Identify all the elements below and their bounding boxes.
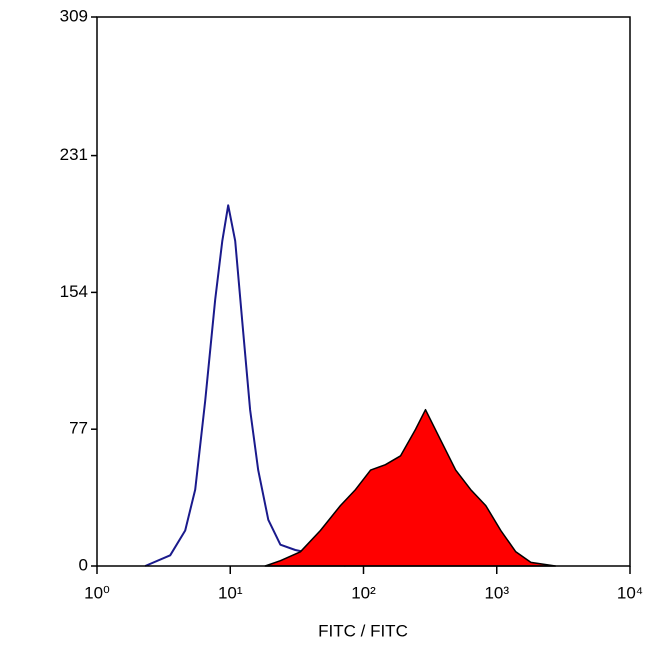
x-tick-label: 10¹ [218, 583, 243, 602]
x-tick-label: 10⁴ [617, 583, 643, 602]
x-tick-label: 10² [351, 583, 376, 602]
y-tick-label: 154 [60, 282, 88, 301]
filled-histogram [264, 408, 557, 567]
outline-histogram [144, 204, 346, 567]
y-tick-label: 0 [79, 555, 88, 574]
y-tick-label: 77 [69, 419, 88, 438]
y-tick-label: 309 [60, 6, 88, 25]
x-tick-label: 10³ [484, 583, 509, 602]
x-axis-label: FITC / FITC [318, 621, 408, 640]
x-tick-label: 10⁰ [84, 583, 110, 602]
y-tick-label: 231 [60, 145, 88, 164]
